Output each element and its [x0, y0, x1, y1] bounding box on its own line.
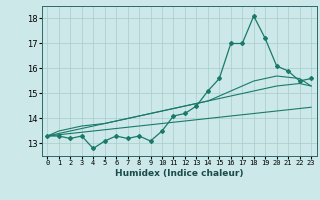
- X-axis label: Humidex (Indice chaleur): Humidex (Indice chaleur): [115, 169, 244, 178]
